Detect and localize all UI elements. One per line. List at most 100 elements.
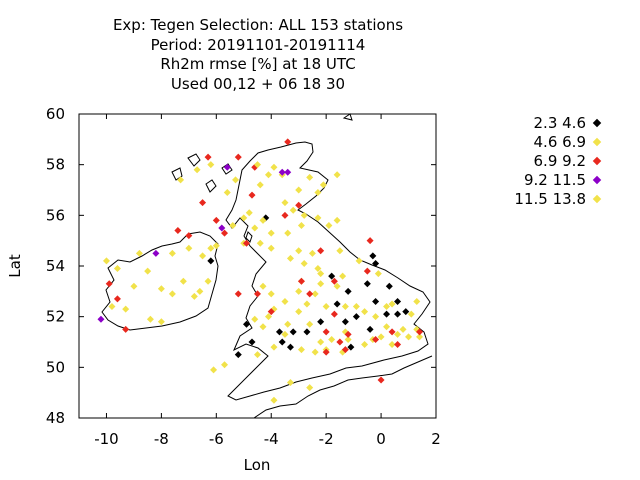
station-point	[363, 280, 371, 288]
data-points	[97, 138, 424, 404]
y-tick-label: 54	[46, 257, 65, 275]
legend-item: 6.9 9.2	[470, 152, 630, 171]
legend-marker	[592, 118, 602, 128]
station-point	[330, 277, 338, 285]
station-point	[333, 282, 341, 290]
station-point	[275, 328, 283, 336]
station-point	[366, 325, 374, 333]
station-point	[311, 348, 319, 356]
station-point	[199, 199, 207, 207]
station-point	[407, 310, 415, 318]
station-point	[267, 244, 275, 252]
plot-border	[78, 113, 437, 419]
station-point	[295, 247, 303, 255]
station-point	[317, 280, 325, 288]
station-point	[383, 310, 391, 318]
station-point	[207, 257, 215, 265]
station-point	[122, 305, 130, 313]
legend-item: 9.2 11.5	[470, 171, 630, 190]
station-point	[245, 209, 253, 217]
station-point	[344, 287, 352, 295]
station-point	[267, 308, 275, 316]
station-point	[295, 287, 303, 295]
legend-marker	[592, 156, 602, 166]
station-point	[374, 270, 382, 278]
station-point	[289, 328, 297, 336]
y-tick-label: 60	[46, 105, 65, 123]
station-point	[347, 343, 355, 351]
station-point	[270, 163, 278, 171]
coastline-ireland	[101, 231, 219, 331]
station-point	[394, 341, 402, 349]
coastline-orkney	[342, 113, 353, 121]
station-point	[207, 161, 215, 169]
station-point	[306, 290, 314, 298]
station-point	[102, 257, 110, 265]
station-point	[168, 249, 176, 257]
station-point	[388, 328, 396, 336]
station-point	[372, 335, 380, 343]
station-point	[333, 216, 341, 224]
legend-item: 4.6 6.9	[470, 133, 630, 152]
station-point	[306, 320, 314, 328]
y-tick-label: 48	[46, 409, 65, 427]
station-point	[402, 308, 410, 316]
x-axis-label: Lon	[244, 456, 271, 474]
station-point	[267, 229, 275, 237]
station-point	[212, 216, 220, 224]
station-point	[251, 315, 259, 323]
station-point	[135, 249, 143, 257]
station-point	[254, 161, 261, 169]
station-point	[234, 351, 242, 359]
coastline-hebrides	[187, 153, 201, 167]
station-point	[369, 252, 377, 260]
station-point	[300, 259, 308, 267]
station-point	[322, 303, 330, 311]
station-point	[314, 265, 322, 273]
station-point	[207, 244, 215, 252]
station-point	[383, 323, 391, 331]
station-point	[234, 290, 242, 298]
station-point	[333, 300, 341, 308]
station-point	[254, 290, 261, 298]
station-point	[303, 300, 311, 308]
y-tick-label: 50	[46, 358, 65, 376]
station-point	[168, 290, 176, 298]
coastline-hebrides	[205, 179, 217, 193]
x-tick-label: 0	[376, 430, 386, 448]
station-point	[322, 328, 330, 336]
station-point	[270, 343, 278, 351]
station-point	[394, 310, 402, 318]
station-point	[297, 346, 305, 354]
station-point	[333, 171, 341, 179]
station-point	[303, 328, 311, 336]
legend-item: 2.3 4.6	[470, 114, 630, 133]
station-point	[308, 249, 316, 257]
coastline-hebrides	[171, 167, 183, 181]
station-point	[179, 277, 187, 285]
station-point	[259, 282, 267, 290]
station-point	[122, 325, 130, 333]
title-line: Period: 20191101-20191114	[150, 35, 366, 54]
station-point	[317, 270, 325, 278]
station-point	[204, 277, 212, 285]
x-tick-label: 2	[431, 430, 441, 448]
station-point	[157, 318, 165, 326]
title-line: Used 00,12 + 06 18 30	[170, 74, 346, 93]
station-point	[256, 181, 264, 189]
station-point	[190, 292, 198, 300]
station-point	[385, 282, 393, 290]
station-point	[388, 300, 396, 308]
title-line: Rh2m rmse [%] at 18 UTC	[160, 55, 356, 73]
station-point	[254, 351, 261, 359]
station-point	[377, 333, 385, 341]
coastline-map	[101, 113, 433, 419]
station-point	[193, 166, 201, 174]
x-tick-label: -6	[209, 430, 224, 448]
station-point	[199, 252, 207, 260]
station-point	[264, 313, 272, 321]
station-point	[284, 168, 292, 176]
station-point	[113, 295, 121, 303]
legend-label: 11.5 13.8	[514, 190, 586, 208]
legend: 2.3 4.6 4.6 6.9 6.9 9.2 9.2 11.5 11.5 13…	[470, 114, 630, 209]
